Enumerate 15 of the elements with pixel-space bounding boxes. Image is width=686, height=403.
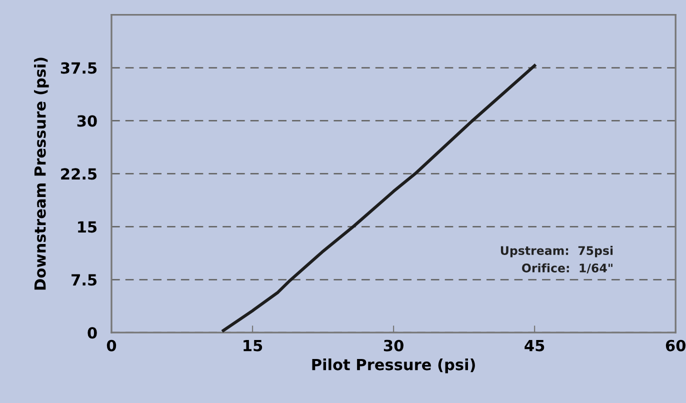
- x-tick-label: 60: [666, 340, 686, 352]
- y-tick-label: 15: [78, 221, 97, 233]
- x-tick-label: 15: [244, 340, 262, 352]
- x-tick-label: 30: [384, 340, 404, 352]
- x-tick-label: 45: [524, 340, 544, 352]
- x-axis-title: Pilot Pressure (psi): [312, 358, 475, 374]
- annotation: Orifice: 1/64": [522, 263, 612, 274]
- y-tick-label: 7.5: [72, 274, 97, 286]
- x-tick-label: 0: [106, 340, 116, 352]
- y-tick-label: 0: [88, 327, 97, 339]
- annotation: Upstream: 75psi: [500, 246, 613, 258]
- y-tick-label: 37.5: [60, 62, 97, 74]
- y-tick-label: 22.5: [61, 168, 97, 180]
- y-tick-label: 30: [77, 115, 97, 127]
- y-axis-title: Downstream Pressure (psi): [34, 58, 49, 290]
